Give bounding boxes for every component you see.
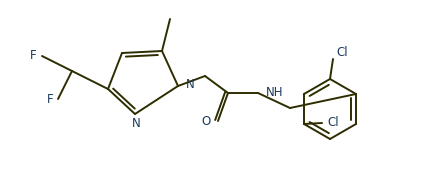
Text: N: N bbox=[131, 117, 140, 130]
Text: F: F bbox=[47, 93, 53, 106]
Text: Cl: Cl bbox=[326, 115, 338, 129]
Text: Cl: Cl bbox=[335, 45, 347, 58]
Text: O: O bbox=[201, 115, 210, 128]
Text: F: F bbox=[30, 49, 36, 62]
Text: NH: NH bbox=[265, 85, 282, 98]
Text: N: N bbox=[185, 79, 194, 92]
